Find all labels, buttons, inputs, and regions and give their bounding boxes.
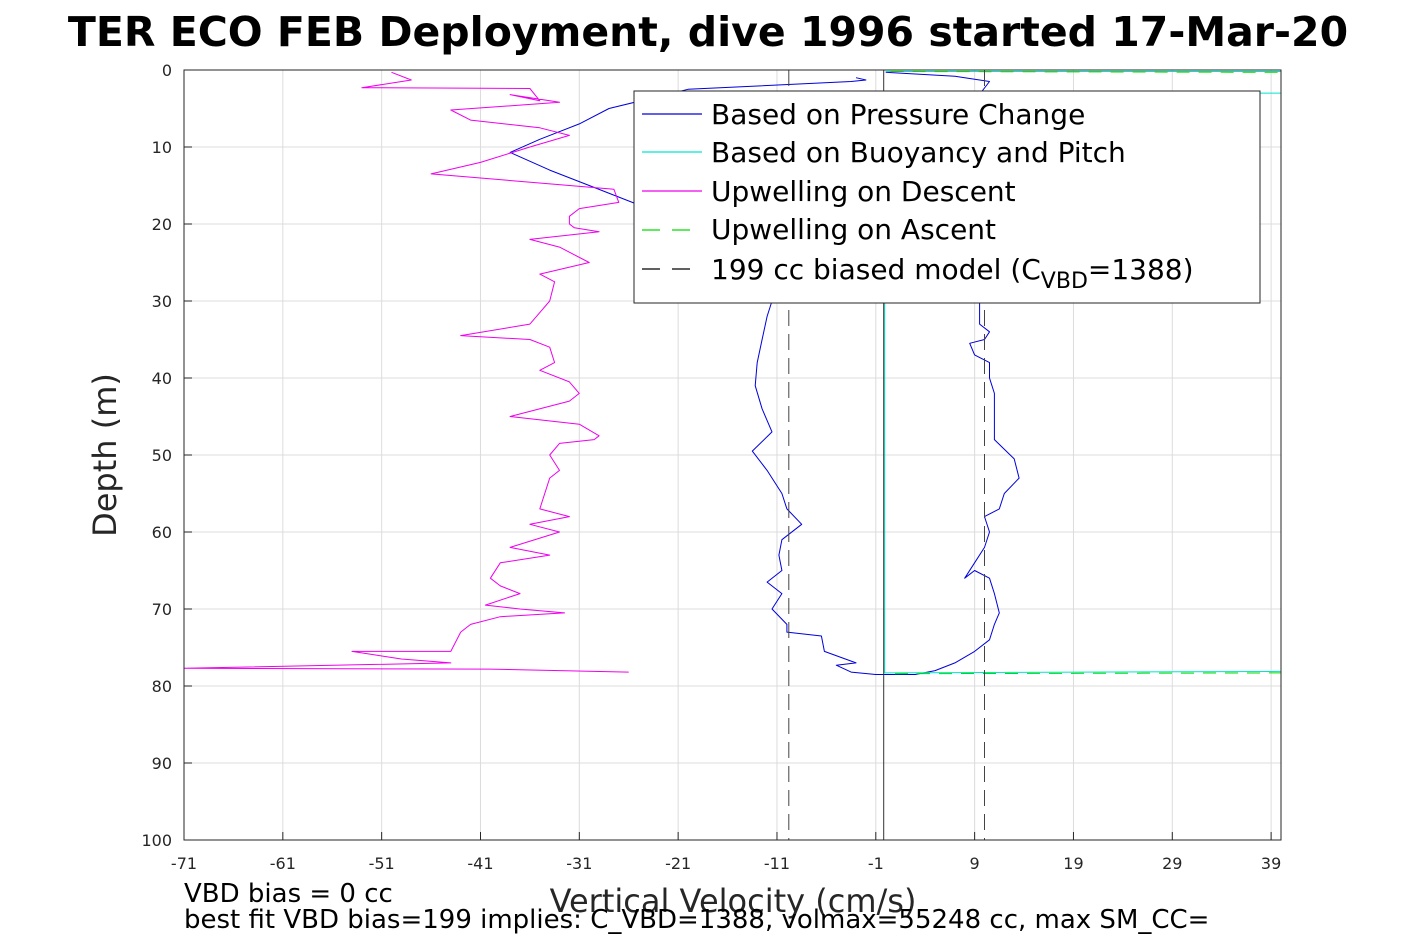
x-tick-label: -21 xyxy=(665,854,691,873)
legend-label-model-tail: =1388) xyxy=(1088,253,1194,286)
y-tick-label: 80 xyxy=(152,677,172,696)
y-tick-label: 10 xyxy=(152,138,172,157)
x-tick-label: -41 xyxy=(467,854,493,873)
legend-label-model: 199 cc biased model (CVBD=1388) xyxy=(711,253,1194,294)
y-tick-label: 60 xyxy=(152,523,172,542)
x-tick-label: 19 xyxy=(1063,854,1083,873)
y-tick-label: 40 xyxy=(152,369,172,388)
legend: Based on Pressure Change Based on Buoyan… xyxy=(633,90,1261,304)
y-tick-label: 100 xyxy=(141,831,172,850)
y-axis-label: Depth (m) xyxy=(86,373,124,537)
x-axis-label: Vertical Velocity (cm/s) xyxy=(550,882,917,920)
legend-label-buoyancy: Based on Buoyancy and Pitch xyxy=(711,136,1126,169)
legend-label-descent: Upwelling on Descent xyxy=(711,175,1016,208)
x-tick-label: -1 xyxy=(868,854,884,873)
y-tick-label: 50 xyxy=(152,446,172,465)
y-tick-label: 20 xyxy=(152,215,172,234)
ticks: -71 -61 -51 -41 -31 -21 -11 -1 9 19 29 39 0 10 20 30 40 5… xyxy=(141,61,1281,873)
legend-label-model-subscript: VBD xyxy=(1041,269,1088,294)
y-tick-label: 0 xyxy=(162,61,172,80)
legend-box xyxy=(633,90,1261,304)
legend-label-pressure: Based on Pressure Change xyxy=(711,98,1085,131)
x-tick-label: -71 xyxy=(171,854,197,873)
x-tick-label: -61 xyxy=(270,854,296,873)
chart-title: TER ECO FEB Deployment, dive 1996 starte… xyxy=(68,8,1348,56)
y-tick-label: 90 xyxy=(152,754,172,773)
x-tick-label: -31 xyxy=(566,854,592,873)
x-tick-label: -11 xyxy=(764,854,790,873)
x-tick-label: -51 xyxy=(369,854,395,873)
legend-label-ascent: Upwelling on Ascent xyxy=(711,213,996,246)
x-tick-label: 39 xyxy=(1261,854,1281,873)
footer-best-fit: best fit VBD bias=199 implies: C_VBD=138… xyxy=(184,905,1209,935)
y-tick-label: 30 xyxy=(152,292,172,311)
x-tick-label: 29 xyxy=(1162,854,1182,873)
y-tick-label: 70 xyxy=(152,600,172,619)
series-upwelling-on-descent xyxy=(183,71,629,673)
x-tick-label: 9 xyxy=(970,854,980,873)
footer-vbd-bias: VBD bias = 0 cc xyxy=(184,879,393,909)
legend-label-model-main: 199 cc biased model (C xyxy=(711,253,1041,286)
